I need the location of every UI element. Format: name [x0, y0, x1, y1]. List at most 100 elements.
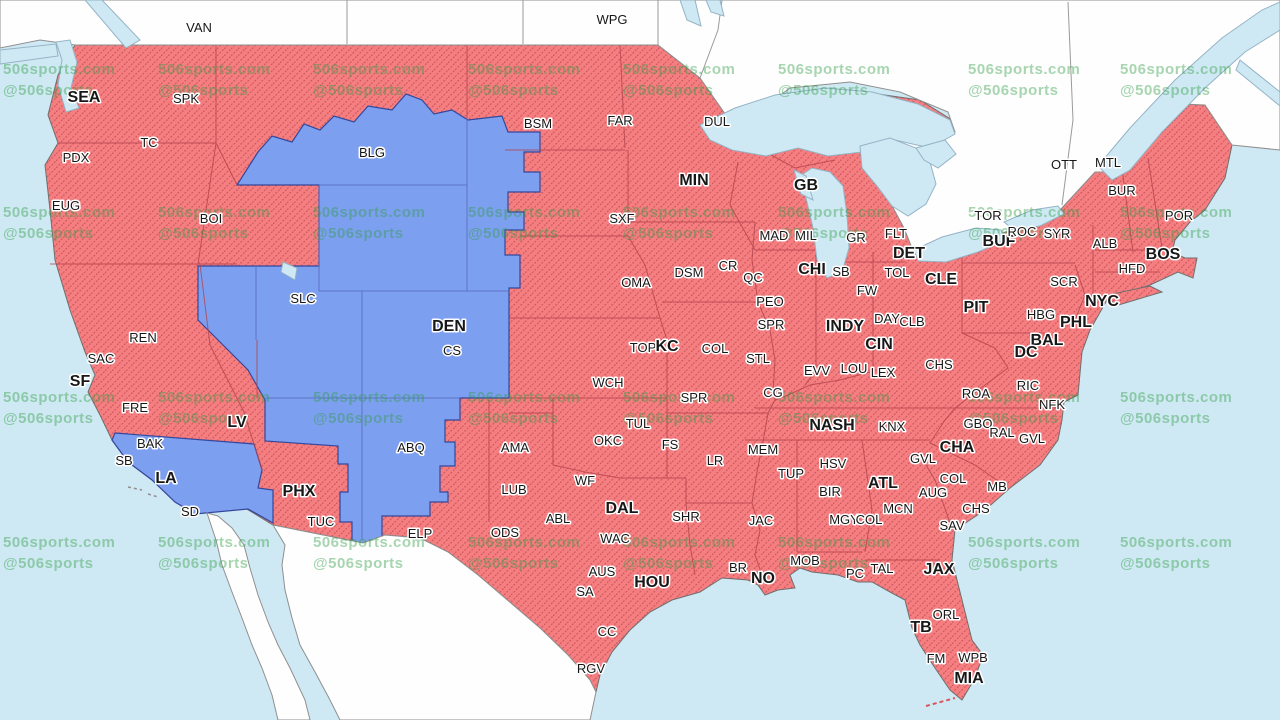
city-label-syr: SYR	[1044, 226, 1071, 241]
city-label-peo: PEO	[756, 294, 783, 309]
great-salt-lake	[280, 261, 298, 281]
city-label-boi: BOI	[200, 211, 222, 226]
city-label-pdx: PDX	[63, 150, 90, 165]
city-label-wch: WCH	[592, 375, 623, 390]
watermark-text: @506sports	[968, 410, 1059, 427]
city-label-knx: KNX	[879, 419, 906, 434]
city-label-orl: ORL	[933, 607, 960, 622]
city-label-abq: ABQ	[397, 440, 424, 455]
watermark-text: @506sports	[1120, 225, 1211, 242]
city-label-stl: STL	[746, 351, 770, 366]
city-label-wf: WF	[575, 473, 595, 488]
city-label-mb: MB	[987, 479, 1007, 494]
city-label-atl: ATL	[868, 475, 898, 492]
watermark-text: 506sports.com	[968, 389, 1080, 406]
city-label-mcn: MCN	[883, 501, 913, 516]
city-label-lv: LV	[227, 414, 247, 431]
georgian-bay	[915, 139, 957, 169]
city-label-phl: PHL	[1060, 314, 1092, 331]
city-label-chs: CHS	[962, 501, 990, 516]
city-label-ric: RIC	[1017, 378, 1039, 393]
watermark-text: 506sports.com	[468, 389, 580, 406]
city-label-kc: KC	[655, 338, 679, 355]
city-label-bur: BUR	[1108, 183, 1135, 198]
city-label-gvl: GVL	[910, 451, 936, 466]
watermark-text: 506sports.com	[1120, 204, 1232, 221]
city-label-wpb: WPB	[958, 650, 988, 665]
city-label-tb: TB	[910, 619, 931, 636]
watermark-text: @506sports	[968, 82, 1059, 99]
watermark-text: @506sports	[3, 225, 94, 242]
channel-islands	[127, 486, 159, 498]
city-label-lou: LOU	[841, 361, 868, 376]
city-label-ott: OTT	[1051, 157, 1077, 172]
watermark-text: 506sports.com	[623, 389, 735, 406]
city-label-sac: SAC	[88, 351, 115, 366]
watermark-text: 506sports.com	[1120, 389, 1232, 406]
city-label-chi: CHI	[798, 261, 826, 278]
city-label-ren: REN	[129, 330, 156, 345]
watermark-text: 506sports.com	[158, 61, 270, 78]
city-label-tup: TUP	[778, 466, 804, 481]
city-label-cs: CS	[443, 343, 461, 358]
city-label-col: COL	[940, 471, 967, 486]
city-label-eug: EUG	[52, 198, 80, 213]
city-label-sav: SAV	[939, 518, 964, 533]
watermark-text: 506sports.com	[3, 389, 115, 406]
watermark-layer: 506sports.com @506sports 506sports.com @506…	[3, 61, 1232, 572]
watermark-text: @506sports	[968, 225, 1059, 242]
city-label-shr: SHR	[672, 509, 699, 524]
city-label-aug: AUG	[919, 485, 947, 500]
city-label-sd: SD	[181, 504, 199, 519]
city-label-spr: SPR	[758, 317, 785, 332]
province-borders	[346, 0, 1074, 206]
city-label-van: VAN	[186, 20, 212, 35]
lake-manitoba	[705, 0, 725, 17]
mexico	[206, 512, 597, 720]
watermark-text: @506sports	[3, 82, 94, 99]
city-label-cin: CIN	[865, 336, 893, 353]
watermark-text: 506sports.com	[468, 534, 580, 551]
georgia-strait	[84, 0, 141, 49]
city-label-hsv: HSV	[820, 456, 847, 471]
city-label-nyc: NYC	[1085, 293, 1119, 310]
city-label-br: BR	[729, 560, 747, 575]
watermark-text: 506sports.com	[313, 61, 425, 78]
watermark-text: 506sports.com	[3, 534, 115, 551]
city-label-day: DAY	[874, 311, 900, 326]
city-label-mad: MAD	[760, 228, 789, 243]
watermark-text: @506sports	[778, 555, 869, 572]
city-label-aus: AUS	[589, 564, 616, 579]
city-label-abl: ABL	[546, 511, 571, 526]
city-label-gvl: GVL	[1019, 431, 1045, 446]
state-borders	[50, 44, 1163, 579]
blue-region-state-borders	[255, 118, 509, 540]
watermark-text: 506sports.com	[158, 389, 270, 406]
great-lakes	[0, 0, 1280, 498]
city-label-por: POR	[1165, 208, 1193, 223]
city-label-chs: CHS	[925, 357, 953, 372]
city-label-sa: SA	[576, 584, 594, 599]
watermark-text: @506sports	[468, 410, 559, 427]
city-label-dul: DUL	[704, 114, 730, 129]
watermark-text: 506sports.com	[158, 204, 270, 221]
city-label-hfd: HFD	[1119, 261, 1146, 276]
watermark-text: 506sports.com	[778, 61, 890, 78]
watermark-text: 506sports.com	[1120, 61, 1232, 78]
city-label-layer: VAN SEA SPK TC PDX EUG BOI BLG SLC REN SAC SF FRE BAK…	[50, 11, 1194, 689]
watermark-text: @506sports	[778, 225, 869, 242]
watermark-text: @506sports	[968, 555, 1059, 572]
watermark-text: @506sports	[623, 555, 714, 572]
city-label-roc: ROC	[1008, 224, 1037, 239]
city-label-indy: INDY	[826, 318, 865, 335]
city-label-gbo: GBO	[964, 416, 993, 431]
watermark-text: @506sports	[313, 225, 404, 242]
city-label-bos: BOS	[1146, 246, 1181, 263]
city-label-tc: TC	[140, 135, 157, 150]
city-label-nfk: NFK	[1039, 397, 1065, 412]
city-label-col: COL	[702, 341, 729, 356]
watermark-text: @506sports	[313, 410, 404, 427]
city-label-col: COL	[856, 512, 883, 527]
watermark-text: @506sports	[468, 225, 559, 242]
